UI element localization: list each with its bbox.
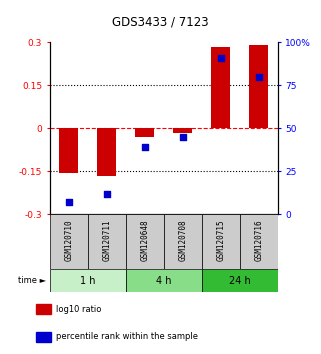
Text: GSM120711: GSM120711 bbox=[102, 220, 111, 261]
Text: GSM120710: GSM120710 bbox=[64, 220, 73, 261]
Text: GSM120715: GSM120715 bbox=[216, 220, 225, 261]
Bar bbox=[36, 304, 51, 314]
Text: 1 h: 1 h bbox=[80, 275, 95, 286]
Point bbox=[256, 74, 261, 80]
Text: GSM120716: GSM120716 bbox=[254, 220, 263, 261]
Text: time ►: time ► bbox=[18, 276, 47, 285]
Bar bbox=[50, 214, 88, 269]
Text: 24 h: 24 h bbox=[229, 275, 251, 286]
Text: GDS3433 / 7123: GDS3433 / 7123 bbox=[112, 16, 209, 29]
Text: GSM120648: GSM120648 bbox=[140, 220, 149, 261]
Bar bbox=[135, 128, 154, 137]
Bar bbox=[126, 269, 202, 292]
Bar bbox=[202, 214, 240, 269]
Text: log10 ratio: log10 ratio bbox=[56, 305, 101, 314]
Point bbox=[180, 134, 185, 140]
Point bbox=[104, 191, 109, 196]
Bar bbox=[97, 128, 116, 176]
Bar bbox=[249, 45, 268, 128]
Bar bbox=[50, 269, 126, 292]
Text: percentile rank within the sample: percentile rank within the sample bbox=[56, 332, 198, 341]
Bar bbox=[88, 214, 126, 269]
Bar bbox=[173, 128, 192, 133]
Bar bbox=[36, 332, 51, 342]
Bar bbox=[202, 269, 278, 292]
Bar bbox=[211, 47, 230, 128]
Bar bbox=[126, 214, 164, 269]
Bar bbox=[59, 128, 78, 173]
Bar bbox=[164, 214, 202, 269]
Text: 4 h: 4 h bbox=[156, 275, 171, 286]
Bar bbox=[240, 214, 278, 269]
Text: GSM120708: GSM120708 bbox=[178, 220, 187, 261]
Point bbox=[142, 144, 147, 150]
Point bbox=[218, 55, 223, 61]
Point bbox=[66, 199, 71, 205]
